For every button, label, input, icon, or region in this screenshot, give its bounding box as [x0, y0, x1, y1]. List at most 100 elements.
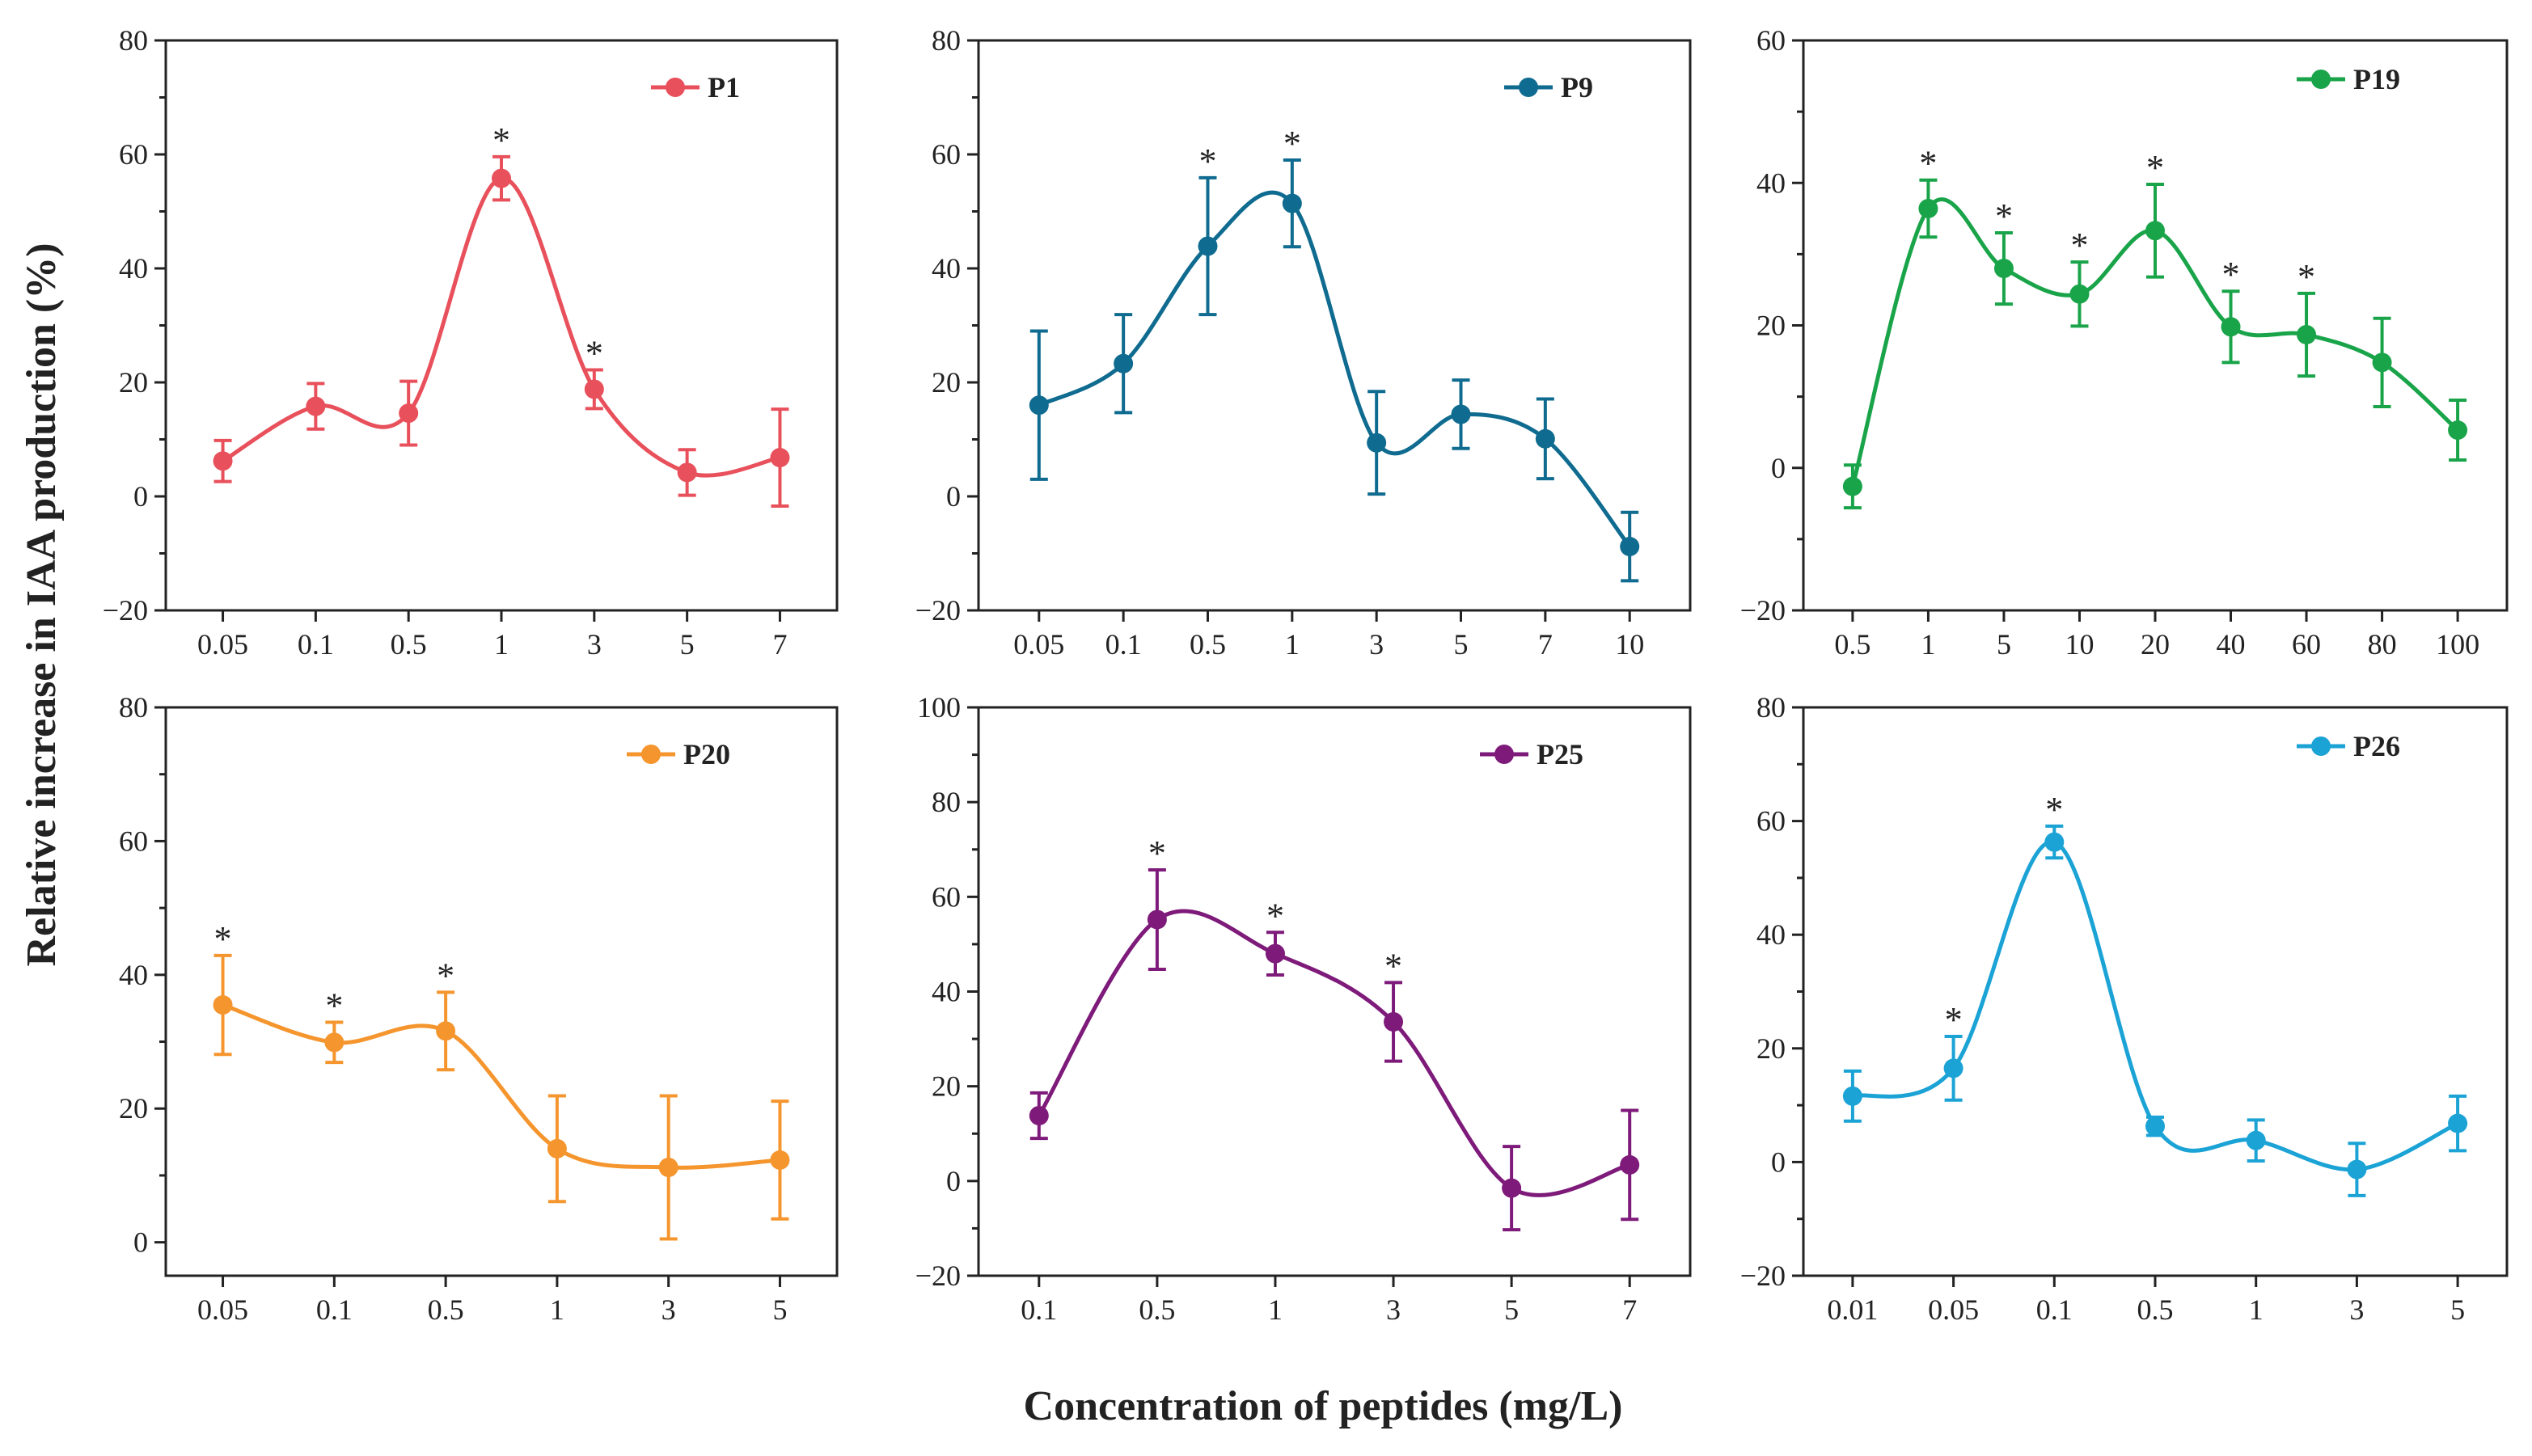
data-point	[2372, 352, 2392, 373]
y-tick-label: 80	[119, 691, 148, 724]
data-point	[2297, 324, 2317, 344]
data-point	[1842, 476, 1862, 496]
significance-star: *	[214, 919, 232, 959]
legend-marker	[2311, 70, 2331, 89]
x-tick-label: 0.5	[1190, 628, 1226, 660]
chart-panel-p20: 0 20 40 60 80 0.05 0.1 0.5 1 3 5 * * * P20	[119, 691, 839, 1326]
x-tick-label: 3	[587, 628, 602, 660]
y-tick-label: −20	[915, 1260, 961, 1292]
chart-panel-p9: −20 0 20 40 60 80 0.05 0.1 0.5 1 3 5 7 10 * * P9	[915, 24, 1692, 660]
x-tick-label: 5	[2450, 1294, 2465, 1326]
x-tick-label: 0.05	[197, 628, 248, 660]
y-tick-label: 80	[119, 24, 148, 57]
y-tick-label: 20	[932, 1070, 961, 1103]
data-point	[584, 379, 604, 399]
x-tick-label: 0.5	[391, 628, 427, 660]
data-point	[436, 1021, 456, 1041]
chart-panel-p26: −20 0 20 40 60 80 0.01 0.05 0.1 0.5 1 3 5 * * P26	[1740, 691, 2509, 1326]
data-point	[1367, 433, 1387, 453]
plot-frame	[1802, 706, 2509, 1277]
chart-panels: −20 0 20 40 60 80 0.05 0.1 0.5 1 3 5 7 * * P1 −20 0 20 40 60…	[103, 24, 2509, 1326]
significance-star: *	[1148, 834, 1166, 873]
y-tick-label: 40	[119, 252, 148, 285]
data-point	[547, 1138, 567, 1158]
legend-marker	[1494, 745, 1514, 764]
legend-marker	[666, 78, 685, 97]
significance-star: *	[1283, 124, 1301, 163]
x-tick-label: 0.01	[1827, 1294, 1878, 1326]
x-tick-label: 0.1	[1105, 628, 1142, 660]
x-tick-label: 60	[2292, 628, 2321, 660]
x-tick-label: 0.5	[428, 1294, 464, 1326]
data-point	[1620, 537, 1640, 557]
significance-star: *	[2297, 257, 2315, 297]
data-point	[2145, 221, 2165, 241]
y-tick-label: 60	[1756, 24, 1786, 57]
y-tick-label: 60	[1756, 805, 1786, 838]
y-tick-label: 40	[932, 976, 961, 1008]
data-point	[306, 396, 326, 416]
y-tick-label: −20	[1740, 594, 1786, 627]
data-point	[1114, 353, 1134, 373]
x-tick-label: 1	[2249, 1294, 2264, 1326]
y-tick-label: −20	[915, 594, 961, 627]
y-tick-label: 0	[1771, 452, 1786, 484]
significance-star: *	[2070, 226, 2088, 265]
x-axis-label: Concentration of peptides (mg/L)	[1024, 1383, 1623, 1429]
data-point	[770, 1150, 790, 1170]
legend-marker	[1519, 78, 1538, 97]
data-point	[1842, 1086, 1862, 1106]
series-line-p9	[1038, 190, 1632, 548]
significance-star: *	[1384, 946, 1402, 985]
y-tick-label: 0	[133, 1226, 148, 1259]
data-point	[1282, 193, 1302, 213]
data-point	[492, 168, 511, 188]
data-point	[2069, 284, 2090, 304]
legend-marker	[641, 745, 661, 764]
data-point	[1265, 943, 1285, 964]
x-tick-label: 3	[662, 1294, 676, 1326]
data-point	[2145, 1116, 2165, 1137]
y-tick-label: 0	[133, 480, 148, 513]
legend-label: P9	[1561, 71, 1593, 103]
chart-panel-p1: −20 0 20 40 60 80 0.05 0.1 0.5 1 3 5 7 * * P1	[103, 24, 839, 660]
significance-star: *	[1266, 896, 1284, 935]
data-point	[1943, 1058, 1963, 1078]
x-tick-label: 5	[680, 628, 695, 660]
y-tick-label: −20	[103, 594, 148, 627]
data-point	[658, 1158, 678, 1178]
x-tick-label: 5	[1997, 628, 2011, 660]
x-tick-label: 10	[1615, 628, 1644, 660]
x-tick-label: 7	[1538, 628, 1553, 660]
x-tick-label: 0.1	[1021, 1294, 1057, 1326]
y-axis-label: Relative increase in IAA production (%)	[19, 243, 65, 966]
significance-star: *	[585, 333, 603, 373]
plot-frame	[977, 706, 1692, 1277]
x-tick-label: 20	[2141, 628, 2170, 660]
x-tick-label: 5	[772, 1294, 787, 1326]
x-tick-label: 0.05	[197, 1294, 248, 1326]
data-point	[1029, 1105, 1049, 1125]
series-line-p25	[1037, 909, 1630, 1197]
data-point	[677, 462, 697, 483]
x-tick-label: 40	[2217, 628, 2246, 660]
data-point	[1620, 1154, 1640, 1175]
y-tick-label: 60	[932, 138, 961, 171]
x-tick-label: 0.1	[2036, 1294, 2073, 1326]
x-tick-label: 0.5	[2137, 1294, 2174, 1326]
significance-star: *	[1945, 1000, 1963, 1040]
significance-star: *	[325, 986, 343, 1026]
data-point	[1535, 428, 1555, 449]
y-tick-label: 20	[932, 366, 961, 399]
y-tick-label: 0	[1771, 1146, 1786, 1178]
x-tick-label: 80	[2368, 628, 2397, 660]
y-tick-label: 80	[932, 786, 961, 818]
x-tick-label: 3	[2349, 1294, 2364, 1326]
legend-label: P26	[2353, 730, 2400, 762]
y-tick-label: 40	[932, 252, 961, 285]
data-point	[2347, 1159, 2367, 1180]
x-tick-label: 1	[1268, 1294, 1283, 1326]
significance-star: *	[492, 120, 510, 160]
data-point	[1993, 259, 2014, 278]
x-tick-label: 0.1	[316, 1294, 353, 1326]
